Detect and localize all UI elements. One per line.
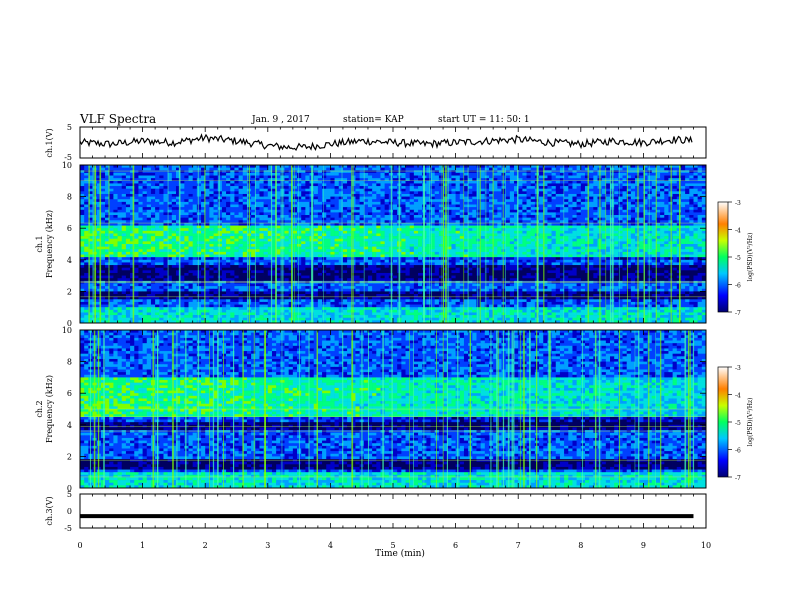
x-tick-label: 3 — [265, 541, 270, 550]
freq-tick-label: 2 — [67, 452, 72, 461]
station-label: station= KAP — [343, 115, 404, 125]
colorbar-tick-label: -7 — [735, 310, 741, 317]
ch3-ytick: -5 — [64, 524, 72, 533]
freq-tick-label: 6 — [67, 389, 72, 398]
colorbar-tick-label: -6 — [735, 448, 741, 455]
x-tick-label: 4 — [328, 541, 333, 550]
ch3-ytick: 5 — [67, 490, 72, 499]
colorbar-tick-label: -5 — [735, 420, 741, 427]
x-tick-label: 8 — [578, 541, 583, 550]
ch2-spectrogram-panel: 0 2 4 6 8 10 ch.2 Frequency (kHz) -3 -4 -5 -6 -7 … — [35, 326, 754, 493]
x-tick-label: 0 — [77, 541, 82, 550]
ch1-colorbar: -3 -4 -5 -6 -7 log(PSD)(V²/Hz) — [717, 200, 754, 317]
ch1-ylabel: ch.1(V) — [45, 128, 54, 157]
ch2-colorbar: -3 -4 -5 -6 -7 log(PSD)(V²/Hz) — [717, 365, 754, 482]
ch1-spec-ylabel-freq: Frequency (kHz) — [45, 210, 54, 278]
x-tick-label: 10 — [701, 541, 711, 550]
x-tick-label: 9 — [641, 541, 646, 550]
ch2-colorbar-label: log(PSD)(V²/Hz) — [747, 398, 754, 447]
freq-tick-label: 6 — [67, 224, 72, 233]
x-axis-label: Time (min) — [375, 548, 425, 559]
ch3-panel: 5 0 -5 ch.3(V) 0 1 2 3 4 5 6 7 8 9 10 Time (min) — [45, 490, 711, 559]
freq-tick-label: 2 — [67, 287, 72, 296]
start-time-label: start UT = 11: 50: 1 — [438, 115, 530, 125]
colorbar-tick-label: -6 — [735, 283, 741, 290]
colorbar-tick-label: -4 — [735, 228, 741, 235]
x-tick-label: 6 — [453, 541, 458, 550]
figure-title: VLF Spectra — [79, 112, 156, 126]
ch1-ytick-top: 5 — [67, 123, 72, 132]
x-tick-label: 1 — [140, 541, 145, 550]
colorbar-tick-label: -3 — [735, 365, 741, 372]
freq-tick-label: 8 — [67, 358, 72, 367]
colorbar-tick-label: -3 — [735, 200, 741, 207]
colorbar-tick-label: -4 — [735, 393, 741, 400]
ch1-waveform — [79, 133, 693, 152]
freq-tick-label: 0 — [67, 319, 72, 328]
ch1-spec-ylabel: ch.1 — [35, 235, 44, 252]
freq-tick-label: 10 — [62, 326, 72, 335]
ch2-spec-ylabel: ch.2 — [35, 400, 44, 417]
ch1-spectrogram — [80, 165, 707, 324]
date-label: Jan. 9 , 2017 — [251, 115, 310, 125]
freq-tick-label: 8 — [67, 193, 72, 202]
ch2-spectrogram — [80, 330, 707, 489]
freq-tick-label: 4 — [67, 256, 72, 265]
colorbar-tick-label: -5 — [735, 255, 741, 262]
ch1-colorbar-label: log(PSD)(V²/Hz) — [747, 233, 754, 282]
freq-tick-label: 0 — [67, 484, 72, 493]
freq-tick-label: 10 — [62, 161, 72, 170]
freq-tick-label: 4 — [67, 421, 72, 430]
ch2-spec-ylabel-freq: Frequency (kHz) — [45, 375, 54, 443]
x-tick-label: 7 — [516, 541, 521, 550]
ch3-ylabel: ch.3(V) — [45, 496, 54, 525]
ch1-spectrogram-panel: 0 2 4 6 8 10 ch.1 Frequency (kHz) -3 -4 -5 -6 -7 … — [35, 161, 754, 328]
colorbar-tick-label: -7 — [735, 475, 741, 482]
ch1-panel: 5 -5 ch.1(V) — [45, 123, 707, 162]
x-tick-label: 2 — [203, 541, 208, 550]
ch1-ytick-bottom: -5 — [64, 153, 72, 162]
x-tick-label: 5 — [390, 541, 395, 550]
ch3-ytick: 0 — [67, 507, 72, 516]
